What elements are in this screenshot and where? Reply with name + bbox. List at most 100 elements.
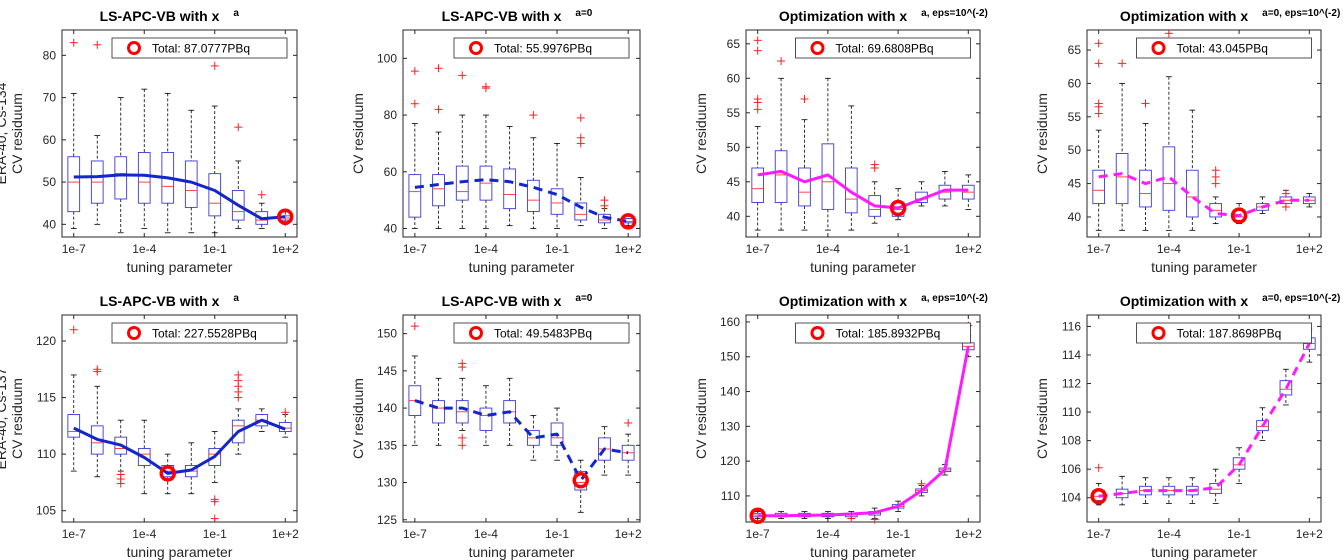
chart-title: Optimization with x	[779, 8, 908, 24]
box-iqr	[432, 400, 445, 424]
y-axis-label: CV residuum	[693, 93, 709, 174]
legend-marker	[810, 41, 825, 55]
box-1	[1092, 39, 1105, 231]
outlier-marker	[1281, 202, 1290, 211]
outlier-marker	[458, 363, 467, 372]
box-iqr	[137, 448, 151, 466]
outlier-marker	[1094, 39, 1103, 48]
y-tick-label: 45	[727, 175, 741, 189]
legend-box	[111, 322, 288, 344]
selected-point-marker	[159, 465, 176, 482]
box-5	[845, 105, 858, 231]
box-iqr	[503, 168, 517, 210]
box-iqr	[845, 167, 858, 214]
panel-2: 40 60 80 100 1e-7 1e-4 1e-1 1e+2 Total: 55.9976P…	[350, 8, 642, 275]
axes-frame	[61, 29, 298, 238]
y-tick-label: 55	[1068, 110, 1082, 124]
box-7	[208, 431, 222, 523]
chart-title-superscript: a	[233, 8, 239, 19]
selected-point-marker	[572, 472, 589, 489]
chart-title-superscript: a, eps=10^(-2)	[921, 293, 988, 304]
outlier-marker	[1141, 99, 1150, 108]
outlier-marker	[1211, 179, 1220, 188]
x-tick-label: 1e+2	[615, 527, 642, 541]
y-tick-label: 110	[1062, 405, 1081, 419]
box-iqr	[550, 188, 564, 215]
chart-title-superscript: a	[233, 293, 239, 304]
legend-box	[1136, 322, 1312, 344]
y-tick-label: 140	[720, 385, 740, 399]
x-tick-label: 1e-4	[1157, 527, 1181, 541]
outlier-marker	[458, 71, 467, 80]
box-iqr	[67, 414, 81, 438]
series-line	[414, 178, 629, 223]
series-line	[757, 169, 969, 210]
outlier-marker	[529, 111, 538, 120]
x-axis-label: tuning parameter	[127, 259, 233, 275]
y-tick-label: 108	[1061, 434, 1081, 448]
chart-title: LS-APC-VB with x	[100, 8, 220, 24]
selected-point-marker	[277, 208, 294, 225]
box-iqr	[137, 152, 151, 204]
series-line	[73, 418, 286, 475]
y-tick-label: 40	[43, 217, 57, 231]
outlier-marker	[777, 57, 786, 66]
panel-6: 125 130 135 140 145 150 1e-7 1e-4 1e-1 1e+2 Total:…	[350, 293, 642, 560]
y-tick-label: 104	[1061, 491, 1081, 505]
x-tick-label: 1e-1	[203, 527, 227, 541]
selected-point-marker	[1230, 207, 1248, 224]
x-axis-label: tuning parameter	[1151, 544, 1257, 560]
y-tick-label: 40	[1068, 210, 1082, 224]
y-tick-label: 65	[1068, 43, 1082, 57]
legend-box	[453, 37, 630, 59]
x-tick-label: 1e-4	[474, 527, 498, 541]
y-tick-label: 50	[727, 140, 741, 154]
outlier-marker	[410, 99, 419, 108]
y-axis-label: CV residuum	[350, 378, 366, 459]
chart-title-superscript: a=0, eps=10^(-2)	[1262, 8, 1340, 19]
box-10	[962, 174, 975, 210]
y-axis-label: CV residuum	[9, 93, 25, 174]
legend: Total: 227.5528PBq	[111, 322, 288, 344]
axes-frame	[402, 314, 641, 523]
legend-marker	[1151, 41, 1166, 55]
legend-label: Total: 43.045PBq	[1177, 42, 1268, 56]
y-tick-label: 105	[36, 504, 56, 518]
box-10	[621, 418, 635, 476]
box-3	[455, 359, 469, 450]
y-tick-label: 40	[727, 209, 741, 223]
outlier-marker	[210, 514, 219, 523]
x-tick-label: 1e-1	[545, 242, 569, 256]
legend: Total: 187.8698PBq	[1136, 322, 1312, 344]
y-axis-label: CV residuum	[693, 378, 709, 459]
box-2	[1115, 59, 1129, 231]
y-tick-label: 130	[377, 476, 397, 490]
box-iqr	[231, 190, 245, 221]
x-tick-label: 1e-7	[746, 242, 770, 256]
outlier-marker	[576, 139, 585, 148]
box-3	[798, 95, 811, 231]
chart-title: LS-APC-VB with x	[100, 293, 220, 309]
box-1	[408, 67, 422, 229]
y-tick-label: 65	[727, 37, 741, 51]
outlier-marker	[1211, 166, 1220, 175]
y-tick-label: 50	[43, 175, 57, 189]
legend-marker	[1151, 326, 1166, 340]
outlier-marker	[624, 418, 633, 427]
box-6	[868, 507, 881, 524]
chart-title-superscript: a=0	[575, 293, 592, 304]
box-iqr	[774, 150, 788, 203]
x-axis-label: tuning parameter	[469, 259, 575, 275]
legend: Total: 49.5483PBq	[453, 322, 630, 344]
outlier-marker	[753, 46, 762, 55]
legend-marker	[810, 326, 825, 340]
x-tick-label: 1e+2	[615, 242, 642, 256]
series-line	[1098, 342, 1311, 498]
outlier-marker	[234, 123, 243, 132]
x-tick-label: 1e-7	[403, 527, 427, 541]
y-tick-label: 45	[1068, 177, 1082, 191]
legend-label: Total: 185.8932PBq	[836, 327, 941, 341]
chart-title-superscript: a, eps=10^(-2)	[921, 8, 988, 19]
axes-frame	[745, 314, 981, 523]
